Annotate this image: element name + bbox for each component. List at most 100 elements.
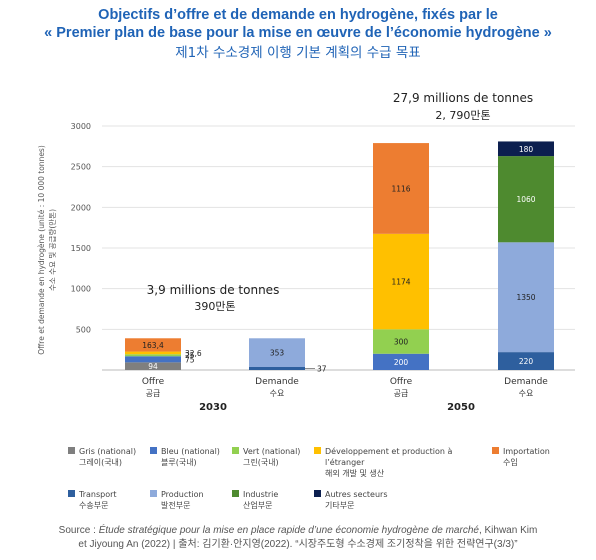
legend-label-fr: Industrie bbox=[243, 490, 279, 499]
legend-swatch bbox=[150, 447, 157, 454]
x-tick-label: Offre bbox=[142, 377, 165, 387]
legend-label: Transport 수송부문 bbox=[79, 489, 117, 511]
legend-label: Importation 수입 bbox=[503, 446, 550, 468]
legend-label-fr: Gris (national) bbox=[79, 447, 137, 456]
data-label: 200 bbox=[394, 358, 409, 367]
y-tick-label: 500 bbox=[76, 325, 91, 334]
legend-swatch bbox=[314, 447, 321, 454]
x-tick-label-ko: 수요 bbox=[270, 389, 285, 398]
bar-segment bbox=[498, 141, 554, 157]
legend-item-bleu: Bleu (national) 블루(국내) bbox=[150, 446, 232, 479]
bar-segment bbox=[373, 233, 429, 330]
title-ko: 제1차 수소경제 이행 기본 계획의 수급 목표 bbox=[175, 45, 421, 61]
legend-label-ko: 그레이(국내) bbox=[79, 458, 123, 467]
legend-label: Développement et production à l’étranger… bbox=[325, 446, 492, 479]
data-label: 32,6 bbox=[185, 349, 202, 358]
legend-label-fr: Autres secteurs bbox=[325, 490, 388, 499]
legend-swatch bbox=[68, 490, 75, 497]
data-label: 37 bbox=[317, 364, 327, 373]
data-label: 25 bbox=[185, 351, 195, 360]
legend-item-industrie: Industrie 산업부문 bbox=[232, 489, 314, 511]
total-annotation-2050: 27,9 millions de tonnes bbox=[393, 91, 533, 105]
total-annotation-2050-ko: 2, 790만톤 bbox=[435, 109, 490, 122]
data-label: 1174 bbox=[391, 278, 410, 287]
source-note: Source : Étude stratégique pour la mise … bbox=[0, 524, 596, 552]
legend-label-ko: 그린(국내) bbox=[243, 458, 279, 467]
legend-swatch bbox=[232, 490, 239, 497]
legend-label: Production 발전부문 bbox=[161, 489, 204, 511]
legend-swatch bbox=[232, 447, 239, 454]
legend-label-ko: 수송부문 bbox=[79, 501, 109, 510]
x-tick-label: Offre bbox=[390, 377, 413, 387]
legend-label-fr: Production bbox=[161, 490, 204, 499]
legend-swatch bbox=[150, 490, 157, 497]
legend: Gris (national) 그레이(국내) Bleu (national) 블루(… bbox=[68, 446, 596, 511]
bar-segment bbox=[498, 156, 554, 243]
legend-label-ko: 산업부문 bbox=[243, 501, 273, 510]
y-axis-label: Offre et demande en hydrogène (unité : 1… bbox=[37, 145, 46, 355]
bar-segment bbox=[125, 362, 181, 370]
data-label: 1060 bbox=[516, 195, 535, 204]
bar-segment bbox=[373, 143, 429, 234]
legend-item-autres: Autres secteurs 기타부문 bbox=[314, 489, 492, 511]
group-label: 2030 bbox=[199, 402, 227, 413]
legend-label-ko: 블루(국내) bbox=[161, 458, 197, 467]
x-tick-label: Demande bbox=[504, 377, 548, 387]
legend-label: Vert (national) 그린(국내) bbox=[243, 446, 300, 468]
legend-label-ko: 수입 bbox=[503, 458, 518, 467]
bar-segment bbox=[125, 351, 181, 355]
bar-segment bbox=[125, 356, 181, 363]
legend-label: Industrie 산업부문 bbox=[243, 489, 278, 511]
legend-item-vert: Vert (national) 그린(국내) bbox=[232, 446, 314, 479]
y-axis-label-ko: 수소 수요 및 공급량(만톤) bbox=[47, 209, 57, 291]
data-label: 220 bbox=[519, 357, 534, 366]
legend-item-dev: Développement et production à l’étranger… bbox=[314, 446, 492, 479]
bar-segment bbox=[373, 353, 429, 370]
legend-item-production: Production 발전부문 bbox=[150, 489, 232, 511]
x-tick-label-ko: 공급 bbox=[146, 389, 161, 398]
bar-segment bbox=[125, 338, 181, 352]
y-tick-label: 2000 bbox=[71, 203, 91, 212]
x-tick-label: Demande bbox=[255, 377, 299, 387]
data-label: 1116 bbox=[391, 184, 410, 193]
legend-item-import: Importation 수입 bbox=[492, 446, 576, 479]
legend-label: Autres secteurs 기타부문 bbox=[325, 489, 388, 511]
title-block: Objectifs d’offre et de demande en hydro… bbox=[0, 6, 596, 63]
y-tick-label: 1000 bbox=[71, 285, 91, 294]
source-authors: , Kihwan Kim bbox=[478, 525, 538, 536]
legend-label-ko: 해외 개발 및 생산 bbox=[325, 469, 385, 478]
total-annotation-2030: 3,9 millions de tonnes bbox=[147, 283, 280, 297]
data-label: 300 bbox=[394, 338, 409, 347]
legend-item-transport: Transport 수송부문 bbox=[68, 489, 150, 511]
data-label: 1350 bbox=[516, 293, 535, 302]
bar-segment bbox=[249, 366, 305, 370]
source-line2: et Jiyoung An (2022) | 출처: 김기환·안지영(2022)… bbox=[78, 539, 518, 550]
bar-segment bbox=[125, 354, 181, 357]
y-tick-label: 3000 bbox=[71, 122, 91, 131]
legend-label-fr: Importation bbox=[503, 447, 550, 456]
source-prefix: Source : bbox=[58, 525, 99, 536]
legend-label: Bleu (national) 블루(국내) bbox=[161, 446, 220, 468]
bar-segment bbox=[498, 242, 554, 353]
legend-label-fr: Bleu (national) bbox=[161, 447, 220, 456]
data-label: 353 bbox=[270, 349, 285, 358]
title-fr-line2: « Premier plan de base pour la mise en œ… bbox=[44, 25, 552, 41]
data-label: 163,4 bbox=[142, 341, 164, 350]
data-label: 94 bbox=[148, 362, 158, 371]
legend-label-ko: 발전부문 bbox=[161, 501, 191, 510]
bar-segment bbox=[249, 338, 305, 367]
legend-label-ko: 기타부문 bbox=[325, 501, 355, 510]
legend-swatch bbox=[68, 447, 75, 454]
y-tick-label: 1500 bbox=[71, 244, 91, 253]
total-annotation-2030-ko: 390만톤 bbox=[194, 300, 235, 313]
legend-label-fr: Développement et production à l’étranger bbox=[325, 447, 453, 467]
legend-label-fr: Vert (national) bbox=[243, 447, 301, 456]
legend-item-gris: Gris (national) 그레이(국내) bbox=[68, 446, 150, 479]
stacked-bar-chart: 500 1000 1500 2000 2500 3000 Offre et demande … bbox=[37, 91, 575, 413]
data-label: 180 bbox=[519, 145, 534, 154]
data-label: 75 bbox=[185, 355, 195, 364]
source-title: Étude stratégique pour la mise en place … bbox=[98, 525, 479, 536]
legend-swatch bbox=[492, 447, 499, 454]
bar-segment bbox=[373, 329, 429, 354]
legend-label-fr: Transport bbox=[79, 490, 117, 499]
